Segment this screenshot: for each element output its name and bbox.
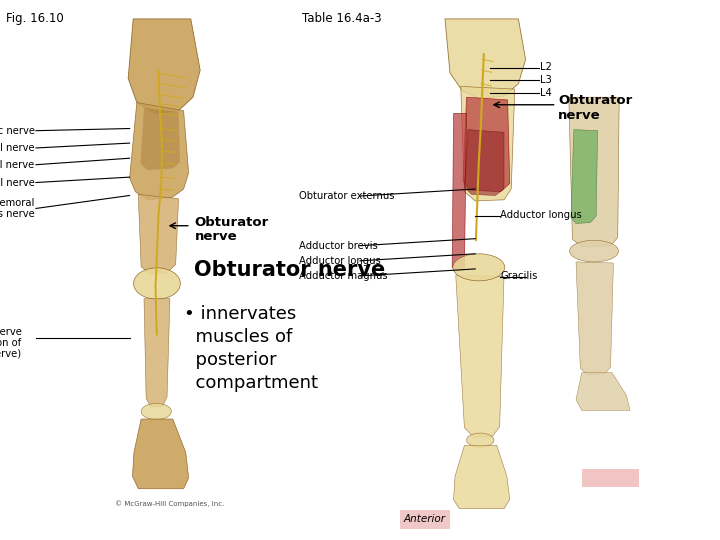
Polygon shape [576,373,630,410]
Polygon shape [463,97,510,192]
Polygon shape [138,194,179,274]
Polygon shape [132,419,189,489]
Polygon shape [128,19,200,113]
Text: femoral nerve): femoral nerve) [0,349,22,359]
Text: Adductor longus: Adductor longus [500,210,582,220]
Text: Adductor magnus: Adductor magnus [299,271,387,281]
Polygon shape [569,97,619,247]
Ellipse shape [467,433,494,447]
Text: (continuation of: (continuation of [0,338,22,348]
Text: Table 16.4a-3: Table 16.4a-3 [302,12,382,25]
Polygon shape [464,130,504,195]
Polygon shape [461,86,515,201]
Text: Obturator nerve: Obturator nerve [194,260,386,280]
Polygon shape [571,130,598,224]
Text: Gracilis: Gracilis [500,271,538,281]
Polygon shape [445,19,526,98]
Polygon shape [130,103,189,200]
Text: Saphenous nerve: Saphenous nerve [0,327,22,337]
Text: Adductor longus: Adductor longus [299,256,381,266]
Text: L3: L3 [540,76,552,85]
Text: Adductor brevis: Adductor brevis [299,241,377,251]
Text: cutaneous nerve: cutaneous nerve [0,209,35,219]
Text: Obturator
nerve: Obturator nerve [194,215,269,244]
Text: Genitofemoral nerve: Genitofemoral nerve [0,160,35,170]
Text: © McGraw-Hill Companies, Inc.: © McGraw-Hill Companies, Inc. [114,500,224,507]
Text: • innervates
  muscles of
  posterior
  compartment: • innervates muscles of posterior compar… [184,305,318,392]
Polygon shape [576,262,613,375]
Text: Obturator externus: Obturator externus [299,191,395,201]
Text: L2: L2 [540,63,552,72]
Text: Iliohypogastric nerve: Iliohypogastric nerve [0,126,35,136]
Text: L4: L4 [540,89,552,98]
Ellipse shape [570,240,618,262]
Polygon shape [452,113,467,271]
Polygon shape [456,275,504,437]
Ellipse shape [141,403,171,420]
Polygon shape [140,108,180,170]
Text: Ilioinguinal nerve: Ilioinguinal nerve [0,143,35,153]
FancyBboxPatch shape [582,469,639,487]
Polygon shape [144,299,170,407]
Text: Femoral nerve: Femoral nerve [0,178,35,187]
Text: Fig. 16.10: Fig. 16.10 [6,12,63,25]
Text: Obturator
nerve: Obturator nerve [558,94,632,122]
Ellipse shape [134,268,181,299]
Text: Anterior: Anterior [404,515,446,524]
Text: Lateral femoral: Lateral femoral [0,198,35,208]
Ellipse shape [453,254,505,281]
Polygon shape [454,446,510,509]
